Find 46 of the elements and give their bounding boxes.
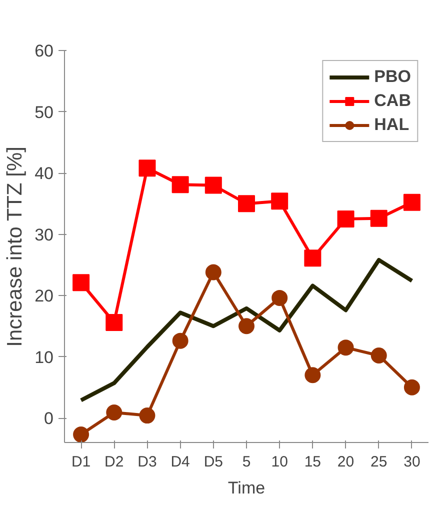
x-tick-label: 30 <box>404 454 420 470</box>
x-tick-label: D1 <box>71 454 91 470</box>
point <box>271 192 288 210</box>
point <box>272 290 288 306</box>
y-tick-label: 40 <box>34 164 54 183</box>
y-axis-title: Increase into TTZ [%] <box>4 146 27 347</box>
x-tick-label: D3 <box>138 454 157 470</box>
legend-label: PBO <box>374 67 411 87</box>
x-tick-label: 20 <box>337 454 354 470</box>
x-tick-label: 15 <box>304 454 322 470</box>
point <box>304 367 321 384</box>
point <box>172 176 189 194</box>
point <box>106 314 123 331</box>
point <box>73 426 90 442</box>
x-tick-label: 25 <box>370 454 388 470</box>
x-tick-label: D4 <box>170 454 190 470</box>
x-tick-label: 5 <box>242 454 251 470</box>
line-series <box>79 258 414 402</box>
point <box>106 404 122 420</box>
point <box>138 160 156 177</box>
legend-label: CAB <box>374 91 411 111</box>
point <box>403 194 420 211</box>
point <box>337 210 354 228</box>
point <box>205 264 222 280</box>
point <box>304 250 322 267</box>
legend-label: HAL <box>374 115 410 135</box>
point <box>370 348 387 364</box>
point <box>72 274 90 292</box>
point <box>238 195 255 212</box>
point <box>172 332 188 349</box>
point <box>370 210 388 227</box>
point <box>404 379 420 396</box>
x-tick-label: D2 <box>104 454 124 470</box>
y-tick-label: 10 <box>34 348 54 367</box>
point <box>338 340 354 356</box>
point <box>139 408 156 424</box>
x-axis-title: Time <box>228 478 266 498</box>
y-tick-label: 20 <box>34 286 54 306</box>
x-tick-label: 10 <box>271 454 288 470</box>
y-tick-label: 0 <box>44 409 54 428</box>
point <box>238 318 254 334</box>
x-tick-label: D5 <box>204 454 224 470</box>
y-tick-label: 30 <box>34 225 54 244</box>
y-tick-label: 50 <box>34 102 54 122</box>
point <box>204 176 222 194</box>
y-tick-label: 60 <box>34 42 54 60</box>
